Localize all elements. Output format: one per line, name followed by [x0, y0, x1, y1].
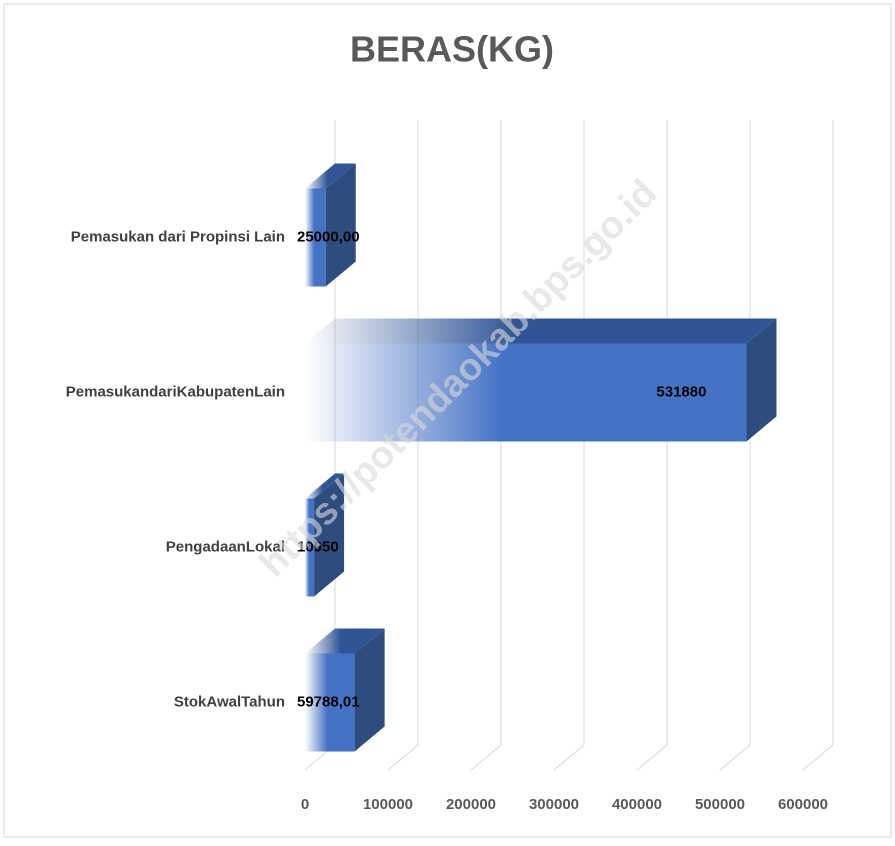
bar-top [305, 473, 345, 499]
bar-side [354, 628, 385, 752]
bar-side [325, 163, 356, 287]
x-tick-label: 100000 [363, 796, 413, 813]
x-tick-label: 400000 [612, 796, 662, 813]
chart-title: BERAS(KG) [350, 29, 554, 70]
grid-floor-line [636, 744, 668, 771]
x-tick-label: 200000 [446, 796, 496, 813]
bar-top [305, 163, 356, 189]
x-tick-label: 600000 [778, 796, 828, 813]
grid-floor-line [802, 744, 834, 771]
x-tick-label: 0 [301, 796, 309, 813]
x-tick-label: 500000 [695, 796, 745, 813]
bars: Pemasukan dari Propinsi Lain 25000,00 Pema… [66, 163, 777, 752]
grid-floor-line [470, 744, 502, 771]
bar [305, 343, 747, 442]
category-label: PengadaanLokal [166, 538, 285, 555]
data-label: 531880 [656, 383, 706, 400]
bar [305, 653, 355, 752]
category-label: PemasukandariKabupatenLain [66, 383, 285, 400]
bar [305, 498, 315, 597]
bar-side [746, 318, 777, 442]
bar [305, 188, 326, 287]
data-label: 10950 [297, 538, 339, 555]
data-label: 25000,00 [297, 228, 360, 245]
grid-floor-line [553, 744, 585, 771]
data-label: 59788,01 [297, 693, 360, 710]
category-label: StokAwalTahun [174, 693, 285, 710]
bar-top [305, 628, 385, 654]
x-tick-label: 300000 [529, 796, 579, 813]
category-label: Pemasukan dari Propinsi Lain [71, 228, 285, 245]
grid-floor-line [387, 744, 419, 771]
bar-top [305, 318, 777, 344]
bar-side [314, 473, 345, 597]
grid-floor-line [719, 744, 751, 771]
